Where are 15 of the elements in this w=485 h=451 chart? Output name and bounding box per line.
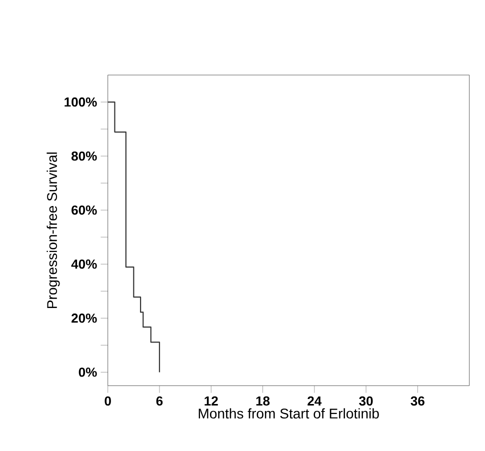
x-axis-title: Months from Start of Erlotinib: [198, 408, 379, 419]
y-tick-label: 0%: [78, 368, 97, 377]
x-tick-label: 36: [410, 396, 424, 406]
x-tick-label: 0: [104, 396, 111, 406]
x-tick-label: 12: [204, 396, 218, 406]
x-tick-label: 24: [308, 396, 322, 406]
y-tick-label: 80%: [71, 152, 97, 161]
x-tick-label: 18: [256, 396, 270, 406]
y-axis-title: Progression-free Survival: [46, 152, 60, 308]
y-tick-label: 100%: [64, 98, 97, 107]
y-tick-label: 60%: [72, 206, 97, 215]
y-tick-label: 20%: [72, 314, 97, 323]
y-tick-label: 40%: [71, 260, 97, 269]
x-tick-label: 6: [156, 396, 163, 406]
x-tick-label: 30: [359, 396, 373, 406]
